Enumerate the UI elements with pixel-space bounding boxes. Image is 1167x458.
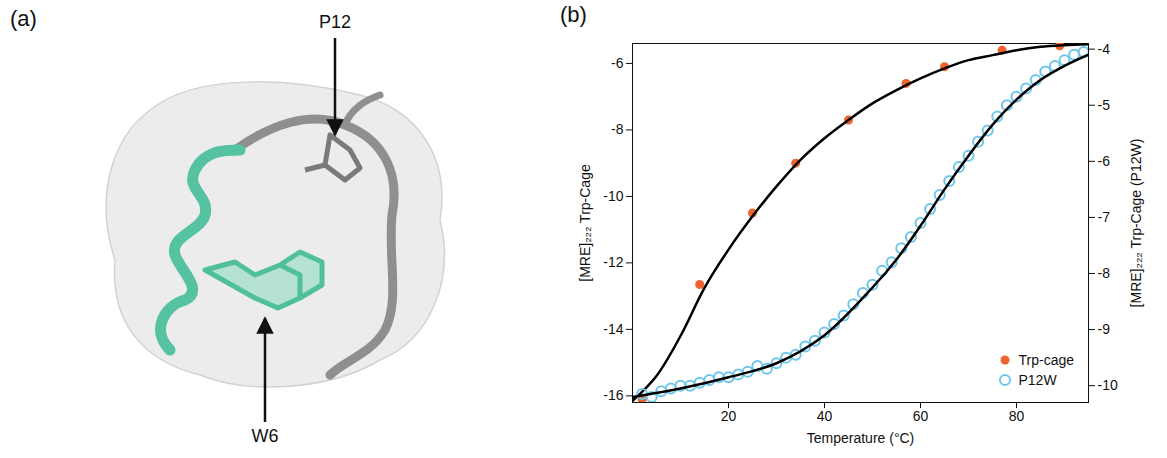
svg-text:W6: W6 [252, 426, 279, 446]
svg-text:-4: -4 [1098, 41, 1111, 57]
svg-text:-12: -12 [603, 254, 623, 270]
svg-text:20: 20 [721, 408, 737, 424]
svg-text:(a): (a) [10, 6, 37, 31]
svg-text:-6: -6 [1098, 153, 1111, 169]
svg-text:[MRE]₂₂₂ Trp-Cage: [MRE]₂₂₂ Trp-Cage [577, 164, 593, 282]
html-text:P12W: P12W [1018, 372, 1057, 388]
html-text:Trp-cage: Trp-cage [1018, 352, 1074, 368]
svg-text:-6: -6 [611, 55, 624, 71]
svg-text:[MRE]₂₂₂ Trp-Cage (P12W): [MRE]₂₂₂ Trp-Cage (P12W) [1128, 139, 1144, 308]
svg-text:Temperature (°C): Temperature (°C) [807, 430, 915, 446]
svg-text:-8: -8 [611, 121, 624, 137]
svg-text:-5: -5 [1098, 97, 1111, 113]
svg-text:-9: -9 [1098, 321, 1111, 337]
svg-text:-7: -7 [1098, 209, 1111, 225]
svg-text:-16: -16 [603, 387, 623, 403]
svg-text:-8: -8 [1098, 265, 1111, 281]
svg-text:-10: -10 [1098, 377, 1118, 393]
svg-text:-10: -10 [603, 188, 623, 204]
svg-text:80: 80 [1009, 408, 1025, 424]
svg-text:P12: P12 [319, 12, 351, 32]
html-text:(b): (b) [560, 2, 587, 27]
svg-text:-14: -14 [603, 321, 623, 337]
svg-text:60: 60 [913, 408, 929, 424]
svg-text:40: 40 [817, 408, 833, 424]
